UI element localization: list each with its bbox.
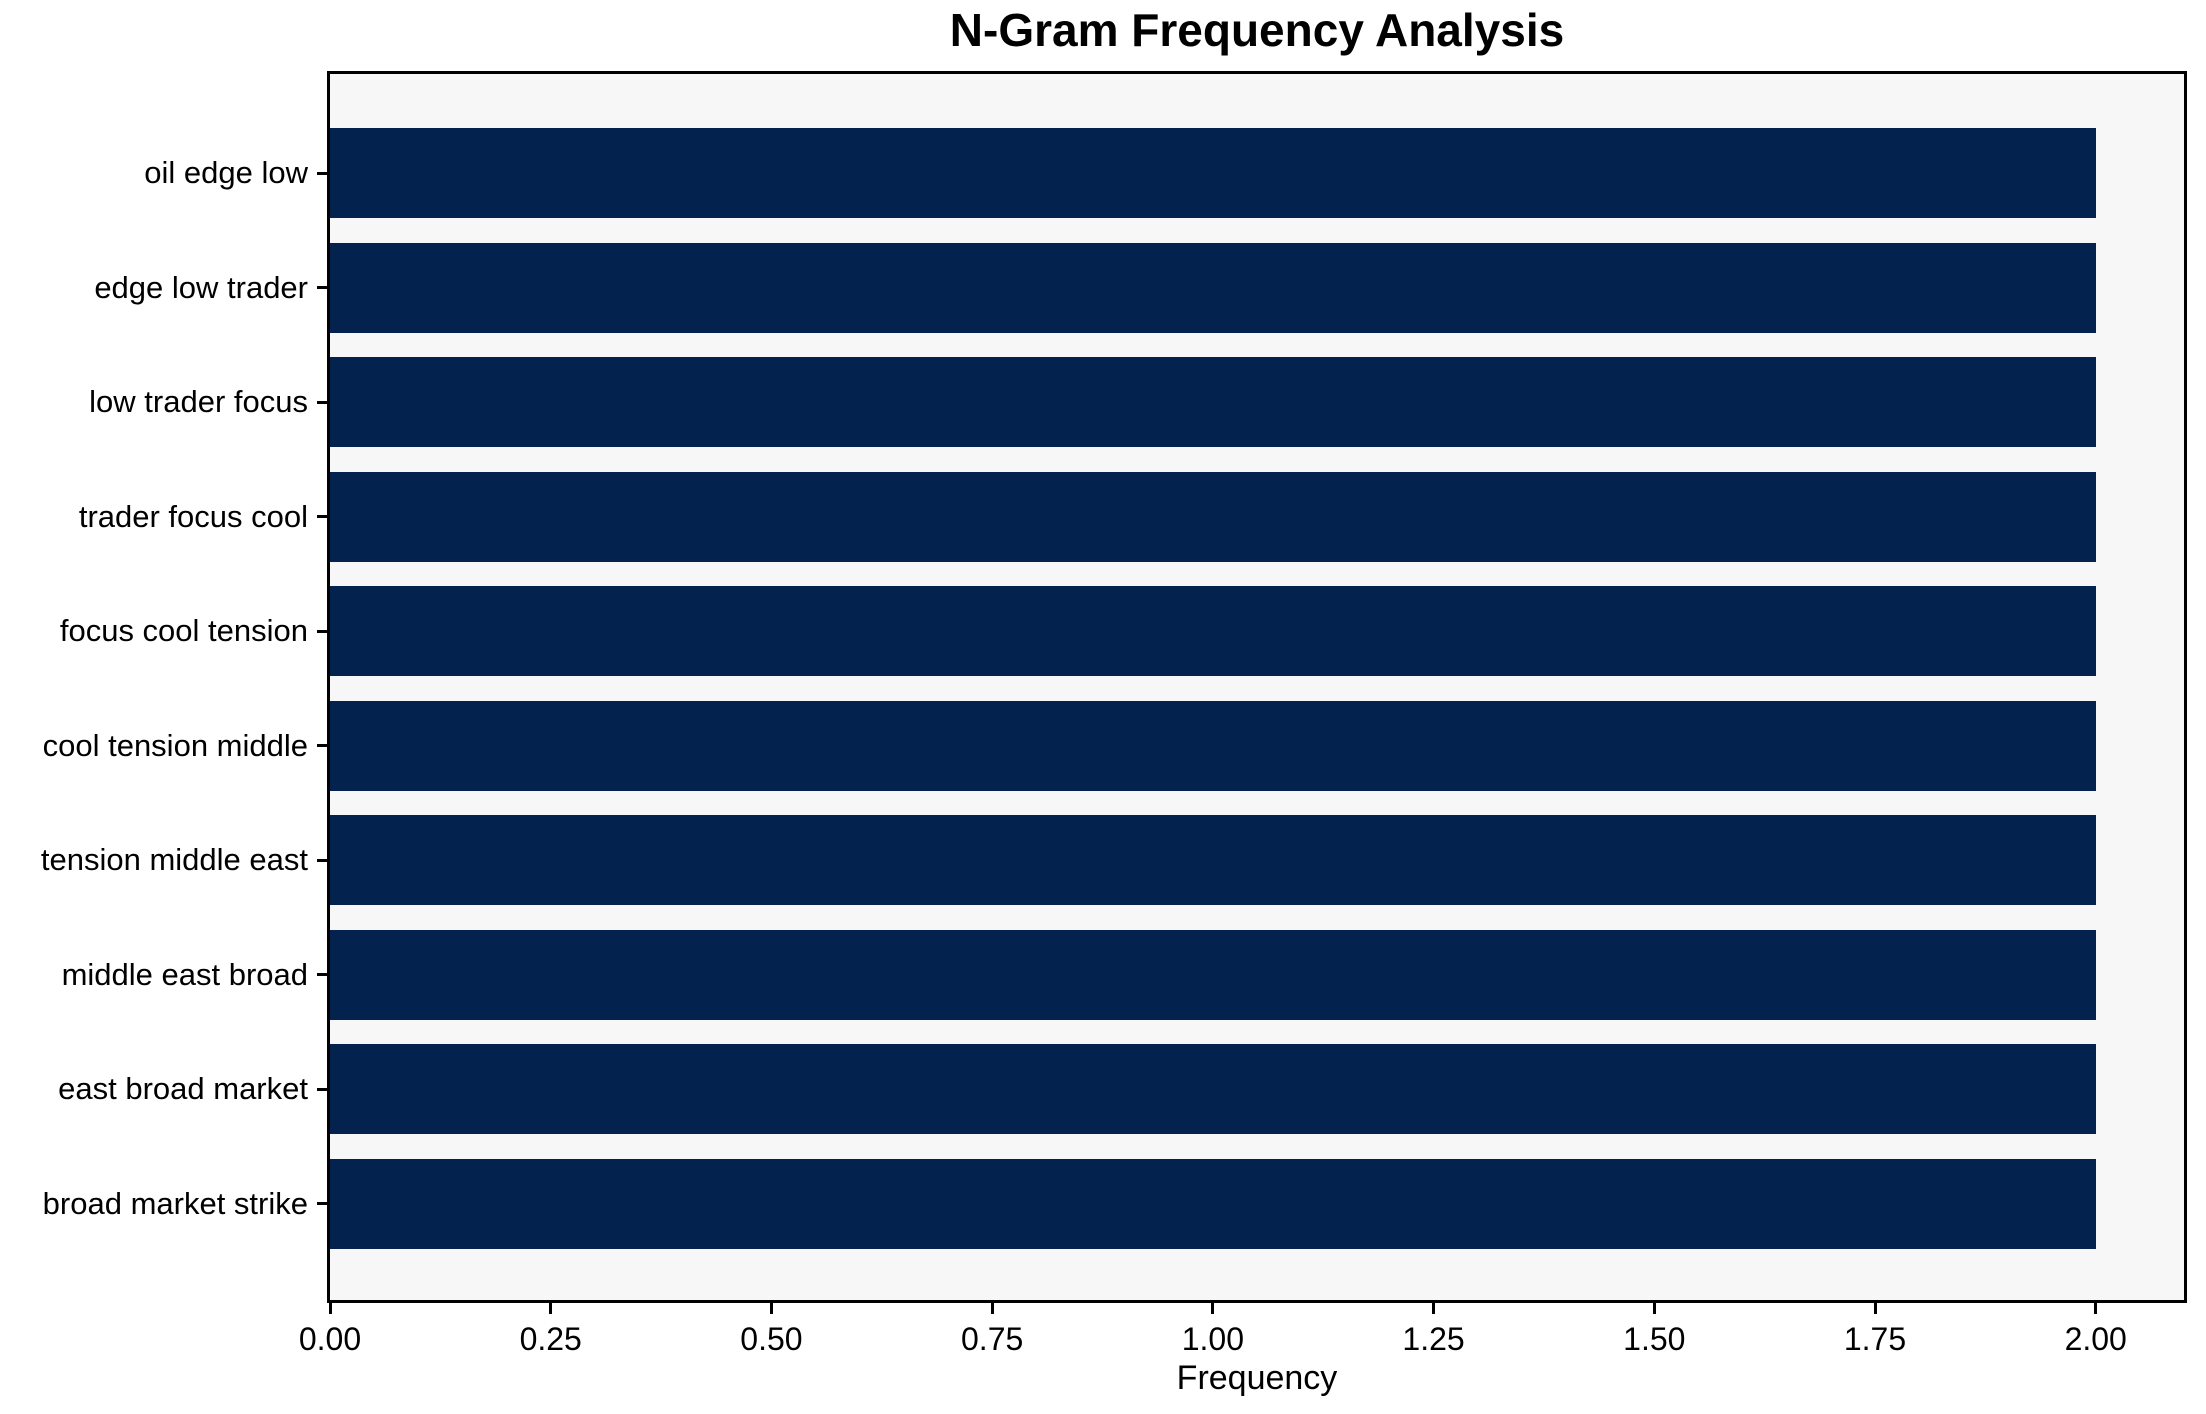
x-tick-mark bbox=[769, 1303, 773, 1314]
bar bbox=[330, 815, 2096, 905]
y-tick-label: low trader focus bbox=[89, 384, 308, 419]
x-axis-label: Frequency bbox=[1176, 1359, 1338, 1397]
x-tick-mark bbox=[328, 1303, 332, 1314]
x-tick-label: 0.75 bbox=[961, 1321, 1024, 1357]
x-tick-mark bbox=[1432, 1303, 1436, 1314]
y-tick-label: tension middle east bbox=[40, 842, 308, 877]
y-tick-mark bbox=[317, 629, 327, 633]
bar bbox=[330, 357, 2096, 447]
y-tick-mark bbox=[317, 171, 327, 175]
y-tick-mark bbox=[317, 400, 327, 404]
y-tick-mark bbox=[317, 1087, 327, 1091]
x-tick-mark bbox=[2094, 1303, 2098, 1314]
y-tick-mark bbox=[317, 744, 327, 747]
bar bbox=[330, 700, 2096, 791]
x-tick-label: 2.00 bbox=[2064, 1321, 2127, 1357]
y-tick-label: middle east broad bbox=[61, 956, 308, 992]
bar bbox=[330, 128, 2096, 218]
y-tick-mark bbox=[317, 1202, 327, 1205]
x-tick-label: 1.50 bbox=[1623, 1321, 1686, 1357]
x-tick-label: 1.00 bbox=[1181, 1321, 1244, 1357]
x-tick-mark bbox=[549, 1303, 553, 1314]
x-tick-label: 1.25 bbox=[1402, 1321, 1465, 1357]
plot-area bbox=[327, 71, 2187, 1303]
y-tick-mark bbox=[317, 515, 327, 518]
bar bbox=[330, 1044, 2096, 1134]
y-tick-label: focus cool tension bbox=[59, 613, 308, 648]
y-tick-label: trader focus cool bbox=[78, 498, 308, 534]
x-tick-label: 1.75 bbox=[1843, 1321, 1907, 1357]
y-tick-label: east broad market bbox=[58, 1071, 308, 1106]
y-tick-label: cool tension middle bbox=[42, 727, 308, 763]
bar bbox=[330, 929, 2096, 1020]
y-tick-label: edge low trader bbox=[94, 269, 308, 305]
y-tick-mark bbox=[317, 858, 327, 862]
chart-title: N-Gram Frequency Analysis bbox=[949, 4, 1565, 56]
x-tick-mark bbox=[990, 1303, 994, 1314]
bar bbox=[330, 471, 2096, 562]
y-tick-label: oil edge low bbox=[144, 155, 308, 190]
y-tick-label: broad market strike bbox=[42, 1185, 308, 1221]
bar bbox=[330, 586, 2096, 676]
y-tick-mark bbox=[317, 973, 327, 976]
x-tick-label: 0.00 bbox=[298, 1321, 362, 1357]
x-tick-mark bbox=[1211, 1303, 1215, 1314]
x-tick-mark bbox=[1873, 1303, 1877, 1314]
x-tick-label: 0.50 bbox=[740, 1321, 803, 1357]
bar bbox=[330, 1158, 2096, 1249]
x-tick-mark bbox=[1652, 1303, 1656, 1314]
y-tick-mark bbox=[317, 286, 327, 289]
bar bbox=[330, 242, 2096, 333]
x-tick-label: 0.25 bbox=[519, 1321, 582, 1357]
